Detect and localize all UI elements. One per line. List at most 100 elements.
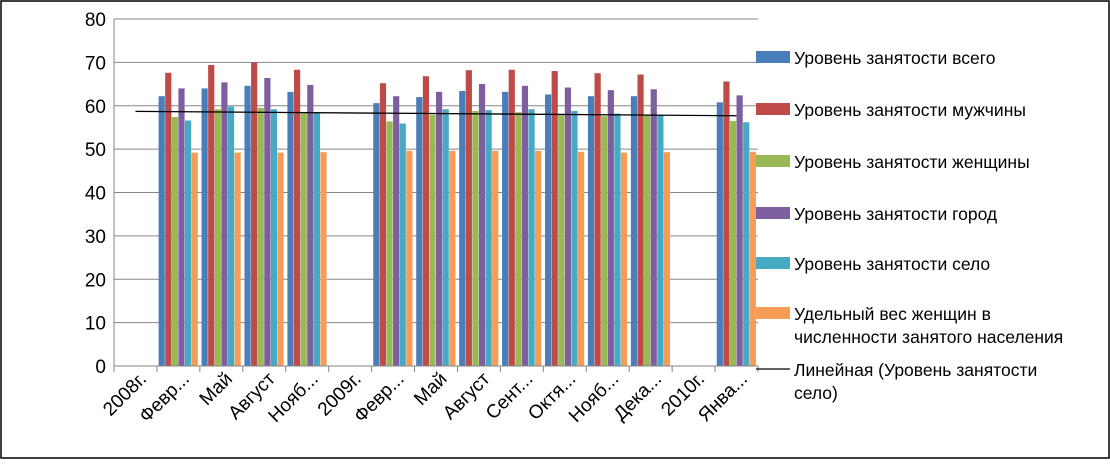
legend-label: Линейная (Уровень занятости [794, 360, 1037, 380]
legend-label: Уровень занятости женщины [794, 152, 1030, 172]
bar [545, 94, 552, 366]
legend-swatch [756, 257, 790, 269]
bar [277, 152, 284, 366]
bar [257, 107, 264, 366]
bar [393, 96, 400, 367]
bar [515, 112, 522, 366]
bar [614, 113, 621, 367]
bar [208, 64, 215, 366]
bar [287, 91, 294, 367]
y-tick-label: 0 [95, 357, 106, 378]
y-tick-label: 10 [85, 314, 106, 335]
bar [158, 96, 165, 367]
bar [436, 91, 443, 367]
bar [178, 88, 185, 367]
legend-label: Уровень занятости село [794, 254, 990, 274]
bar [373, 103, 380, 367]
bar [478, 84, 486, 366]
bar [386, 121, 393, 367]
bar [416, 97, 423, 366]
trendline [135, 110, 737, 117]
bar [459, 91, 466, 366]
bar [201, 88, 208, 367]
bar [587, 96, 595, 367]
y-tick-label: 50 [85, 140, 106, 161]
bar [508, 69, 515, 366]
bar [620, 152, 628, 366]
bar [723, 81, 730, 367]
bar [313, 112, 320, 366]
legend-label: Уровень занятости мужчины [794, 100, 1026, 120]
y-tick-label: 20 [85, 270, 106, 291]
bar [492, 150, 499, 366]
bar [214, 109, 221, 366]
y-tick-label: 60 [85, 97, 106, 118]
bar [502, 91, 509, 367]
y-tick-label: 80 [85, 10, 106, 31]
bar [749, 151, 756, 366]
bar [270, 109, 278, 366]
bar [422, 76, 429, 366]
bar [399, 123, 406, 366]
bar [406, 150, 413, 366]
bar [251, 62, 258, 366]
bar [578, 151, 585, 366]
bar [429, 114, 436, 366]
legend-swatch [756, 103, 790, 115]
bar [221, 82, 228, 366]
bar [300, 113, 307, 366]
legend-label: село) [794, 383, 838, 403]
bar [171, 117, 178, 366]
bar [644, 115, 651, 366]
legend-swatch [756, 155, 790, 167]
bar [558, 115, 565, 366]
bar [637, 74, 644, 367]
bar [535, 150, 542, 366]
trend-layer [135, 110, 737, 117]
bar [442, 109, 449, 366]
bar [551, 71, 558, 367]
legend-label: Удельный вес женщин в [794, 304, 991, 324]
bar [736, 95, 743, 366]
bar [564, 87, 571, 366]
bar [294, 69, 301, 366]
bar [320, 152, 327, 366]
y-tick-label: 40 [85, 184, 106, 205]
bar [601, 116, 608, 366]
legend-label: численности занятого населения [794, 327, 1063, 347]
bar [528, 109, 535, 366]
bars-layer [158, 62, 756, 367]
bar [594, 73, 601, 366]
bar [449, 150, 456, 366]
bar [743, 122, 750, 366]
bar [191, 152, 198, 366]
bar [729, 120, 737, 367]
legend-swatch [756, 207, 790, 219]
bar [227, 106, 235, 367]
bar [234, 152, 241, 366]
legend: Уровень занятости всего Уровень занятости… [756, 48, 1063, 403]
bar [607, 90, 614, 366]
bar [472, 110, 479, 366]
legend-label: Уровень занятости город [794, 204, 997, 224]
legend-label: Уровень занятости всего [794, 48, 995, 68]
bar [716, 102, 723, 366]
bar [521, 85, 529, 367]
bar [165, 72, 172, 366]
bar [244, 85, 251, 367]
bar [379, 83, 387, 366]
legend-swatch [756, 51, 790, 63]
bar [485, 110, 492, 367]
bar [264, 77, 271, 367]
bar [663, 152, 671, 366]
y-tick-label: 30 [85, 227, 106, 248]
legend-swatch [756, 307, 790, 319]
bar [657, 114, 664, 366]
bar [307, 84, 314, 367]
bar [650, 89, 657, 366]
bar [630, 96, 638, 367]
bar [185, 120, 192, 366]
y-tick-label: 70 [85, 53, 106, 74]
